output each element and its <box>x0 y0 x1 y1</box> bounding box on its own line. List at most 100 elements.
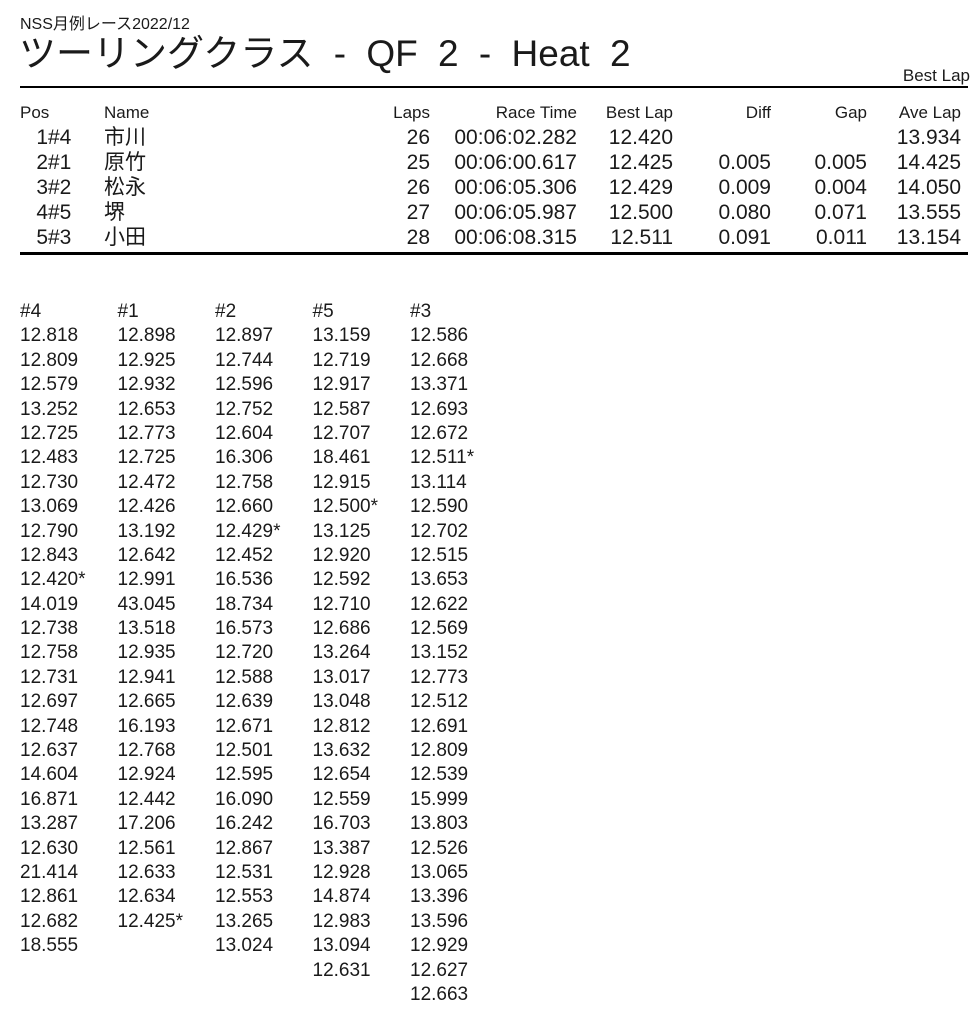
lap-time: 12.512 <box>410 691 469 713</box>
result-row: 1 #4 市川 26 00:06:02.282 12.420 13.934 <box>20 125 961 150</box>
best-lap-note: Best Lap <box>902 66 970 85</box>
lap-time: 12.932 <box>117 374 176 396</box>
lap-time: 12.663 <box>410 983 469 1005</box>
lap-time: 12.526 <box>410 837 469 859</box>
lap-time: 12.686 <box>312 618 371 640</box>
lap-time: 13.048 <box>312 691 371 713</box>
cell-best_lap: 12.420 <box>608 126 673 149</box>
cell-pos: 1 <box>36 126 48 149</box>
lap-time: 12.588 <box>215 666 274 688</box>
lap-time: 12.472 <box>117 471 176 493</box>
lap-time: 12.515 <box>410 544 469 566</box>
lap-time: 12.653 <box>117 398 176 420</box>
lap-column-1: #1 12.898 12.925 12.932 12.653 12.773 12.725 12… <box>118 300 213 934</box>
cell-race_time: 00:06:02.282 <box>454 126 577 149</box>
lap-time: 12.442 <box>117 788 176 810</box>
lap-time: 12.668 <box>410 349 469 371</box>
cell-laps: 26 <box>406 126 430 149</box>
result-row: 2 #1 原竹 25 00:06:00.617 12.425 0.005 0.005 14.42… <box>20 150 961 175</box>
cell-pos: 5 <box>36 226 48 249</box>
lap-time: 18.461 <box>312 447 371 469</box>
cell-diff: 0.080 <box>718 201 771 224</box>
lap-time: 13.396 <box>410 886 469 908</box>
lap-column-3: #3 12.586 12.668 13.371 12.693 12.672 12.511* 1… <box>410 300 505 1007</box>
lap-time: 12.917 <box>312 374 371 396</box>
lap-time: 13.803 <box>410 813 469 835</box>
lap-time: 13.287 <box>20 813 79 835</box>
lap-time: 12.631 <box>312 959 371 981</box>
lap-time: 12.634 <box>117 886 176 908</box>
cell-car: #1 <box>48 151 72 174</box>
lap-time: 12.898 <box>117 325 176 347</box>
lap-time: 12.915 <box>312 471 371 493</box>
cell-laps: 28 <box>406 226 430 249</box>
lap-time: 17.206 <box>117 813 176 835</box>
col-header-gap: Gap <box>834 103 867 122</box>
lap-time: 12.790 <box>20 520 79 542</box>
lap-time: 12.867 <box>215 837 274 859</box>
cell-gap: 0.071 <box>814 201 867 224</box>
lap-time: 12.897 <box>215 325 274 347</box>
lap-time: 13.252 <box>20 398 79 420</box>
lap-time: 12.642 <box>117 544 176 566</box>
cell-gap: 0.005 <box>814 151 867 174</box>
lap-time: 13.065 <box>410 861 469 883</box>
cell-ave_lap: 13.555 <box>896 201 961 224</box>
lap-time: 13.265 <box>215 910 274 932</box>
lap-time: 14.604 <box>20 764 79 786</box>
lap-time: 15.999 <box>410 788 469 810</box>
lap-time: 12.426 <box>117 496 176 518</box>
lap-time: 12.925 <box>117 349 176 371</box>
lap-time: 16.193 <box>117 715 176 737</box>
lap-time: 12.637 <box>20 740 79 762</box>
col-header-name: Name <box>104 103 150 122</box>
lap-time: 13.125 <box>312 520 371 542</box>
col-header-race_time: Race Time <box>495 103 577 122</box>
col-header-best_lap: Best Lap <box>605 103 673 122</box>
results-body: 1 #4 市川 26 00:06:02.282 12.420 13.934 2 #1 原竹 25 00… <box>20 125 961 250</box>
lap-time: 12.710 <box>312 593 371 615</box>
lap-time: 12.660 <box>215 496 274 518</box>
lap-time: 12.929 <box>410 935 469 957</box>
result-row: 5 #3 小田 28 00:06:08.315 12.511 0.091 0.011 13.15… <box>20 225 961 250</box>
lap-time: 13.518 <box>117 618 176 640</box>
cell-name: 市川 <box>104 126 146 149</box>
result-row: 4 #5 堺 27 00:06:05.987 12.500 0.080 0.071 13.555 <box>20 200 961 225</box>
lap-time: 12.682 <box>20 910 79 932</box>
lap-time: 12.861 <box>20 886 79 908</box>
lap-time: 12.730 <box>20 471 79 493</box>
event-title: NSS月例レース2022/12 <box>20 16 190 33</box>
lap-time: 18.734 <box>215 593 274 615</box>
lap-time: 12.758 <box>215 471 274 493</box>
cell-best_lap: 12.425 <box>608 151 673 174</box>
lap-time: 12.633 <box>117 861 176 883</box>
lap-time: 13.152 <box>410 642 469 664</box>
cell-name: 原竹 <box>104 151 146 174</box>
lap-time: 14.019 <box>20 593 79 615</box>
results-table: Pos Name Laps Race Time Best Lap Diff Gap Ave L… <box>20 100 961 250</box>
lap-time: 16.536 <box>215 569 274 591</box>
cell-diff: 0.009 <box>718 176 771 199</box>
lap-time: 12.429* <box>215 520 281 542</box>
cell-race_time: 00:06:08.315 <box>454 226 577 249</box>
col-header-car <box>48 100 104 125</box>
cell-car: #2 <box>48 176 72 199</box>
lap-time: 12.561 <box>117 837 176 859</box>
cell-race_time: 00:06:00.617 <box>454 151 577 174</box>
lap-time: 13.632 <box>312 740 371 762</box>
cell-race_time: 00:06:05.987 <box>454 201 577 224</box>
lap-time: 12.812 <box>312 715 371 737</box>
lap-time: 12.752 <box>215 398 274 420</box>
lap-time: 12.720 <box>215 642 274 664</box>
lap-time: 18.555 <box>20 935 79 957</box>
lap-time: 12.748 <box>20 715 79 737</box>
lap-time: 12.991 <box>117 569 176 591</box>
cell-pos: 2 <box>36 151 48 174</box>
lap-time: 12.924 <box>117 764 176 786</box>
lap-time: 12.697 <box>20 691 79 713</box>
lap-time: 12.719 <box>312 349 371 371</box>
lap-time: 16.703 <box>312 813 371 835</box>
lap-time: 12.425* <box>117 910 184 932</box>
lap-time: 12.935 <box>117 642 176 664</box>
